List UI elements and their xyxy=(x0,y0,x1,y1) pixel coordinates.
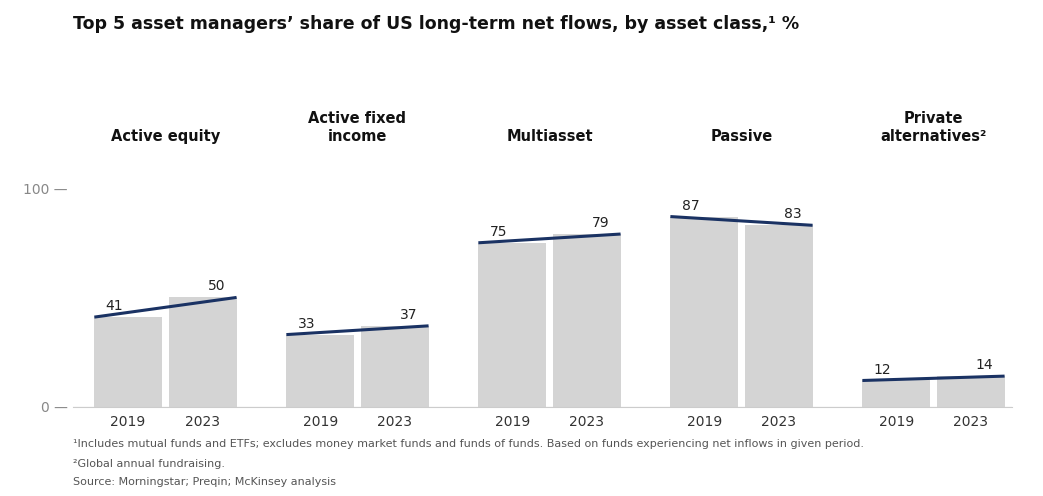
Bar xyxy=(863,380,930,407)
Text: 87: 87 xyxy=(682,198,700,213)
Text: Active equity: Active equity xyxy=(111,128,220,144)
Text: 75: 75 xyxy=(490,225,507,239)
Text: 37: 37 xyxy=(399,308,417,322)
Text: 12: 12 xyxy=(874,363,892,376)
Bar xyxy=(94,317,162,407)
Text: ²Global annual fundraising.: ²Global annual fundraising. xyxy=(73,459,225,469)
Text: Top 5 asset managers’ share of US long-term net flows, by asset class,¹ %: Top 5 asset managers’ share of US long-t… xyxy=(73,15,799,33)
Bar xyxy=(169,298,237,407)
Bar xyxy=(671,217,737,407)
Text: 79: 79 xyxy=(591,216,609,230)
Text: Passive: Passive xyxy=(710,128,773,144)
Bar xyxy=(937,376,1004,407)
Bar xyxy=(553,234,621,407)
Text: 33: 33 xyxy=(298,316,315,331)
Text: Multiasset: Multiasset xyxy=(506,128,592,144)
Bar xyxy=(361,326,429,407)
Text: Active fixed
income: Active fixed income xyxy=(309,111,407,144)
Bar xyxy=(287,335,354,407)
Bar xyxy=(479,243,545,407)
Text: 41: 41 xyxy=(105,299,123,313)
Bar xyxy=(745,225,812,407)
Text: Source: Morningstar; Preqin; McKinsey analysis: Source: Morningstar; Preqin; McKinsey an… xyxy=(73,477,336,487)
Text: 83: 83 xyxy=(783,207,801,221)
Text: 14: 14 xyxy=(975,358,993,372)
Text: ¹Includes mutual funds and ETFs; excludes money market funds and funds of funds.: ¹Includes mutual funds and ETFs; exclude… xyxy=(73,439,864,449)
Text: Private
alternatives²: Private alternatives² xyxy=(880,111,987,144)
Text: 50: 50 xyxy=(208,280,225,294)
